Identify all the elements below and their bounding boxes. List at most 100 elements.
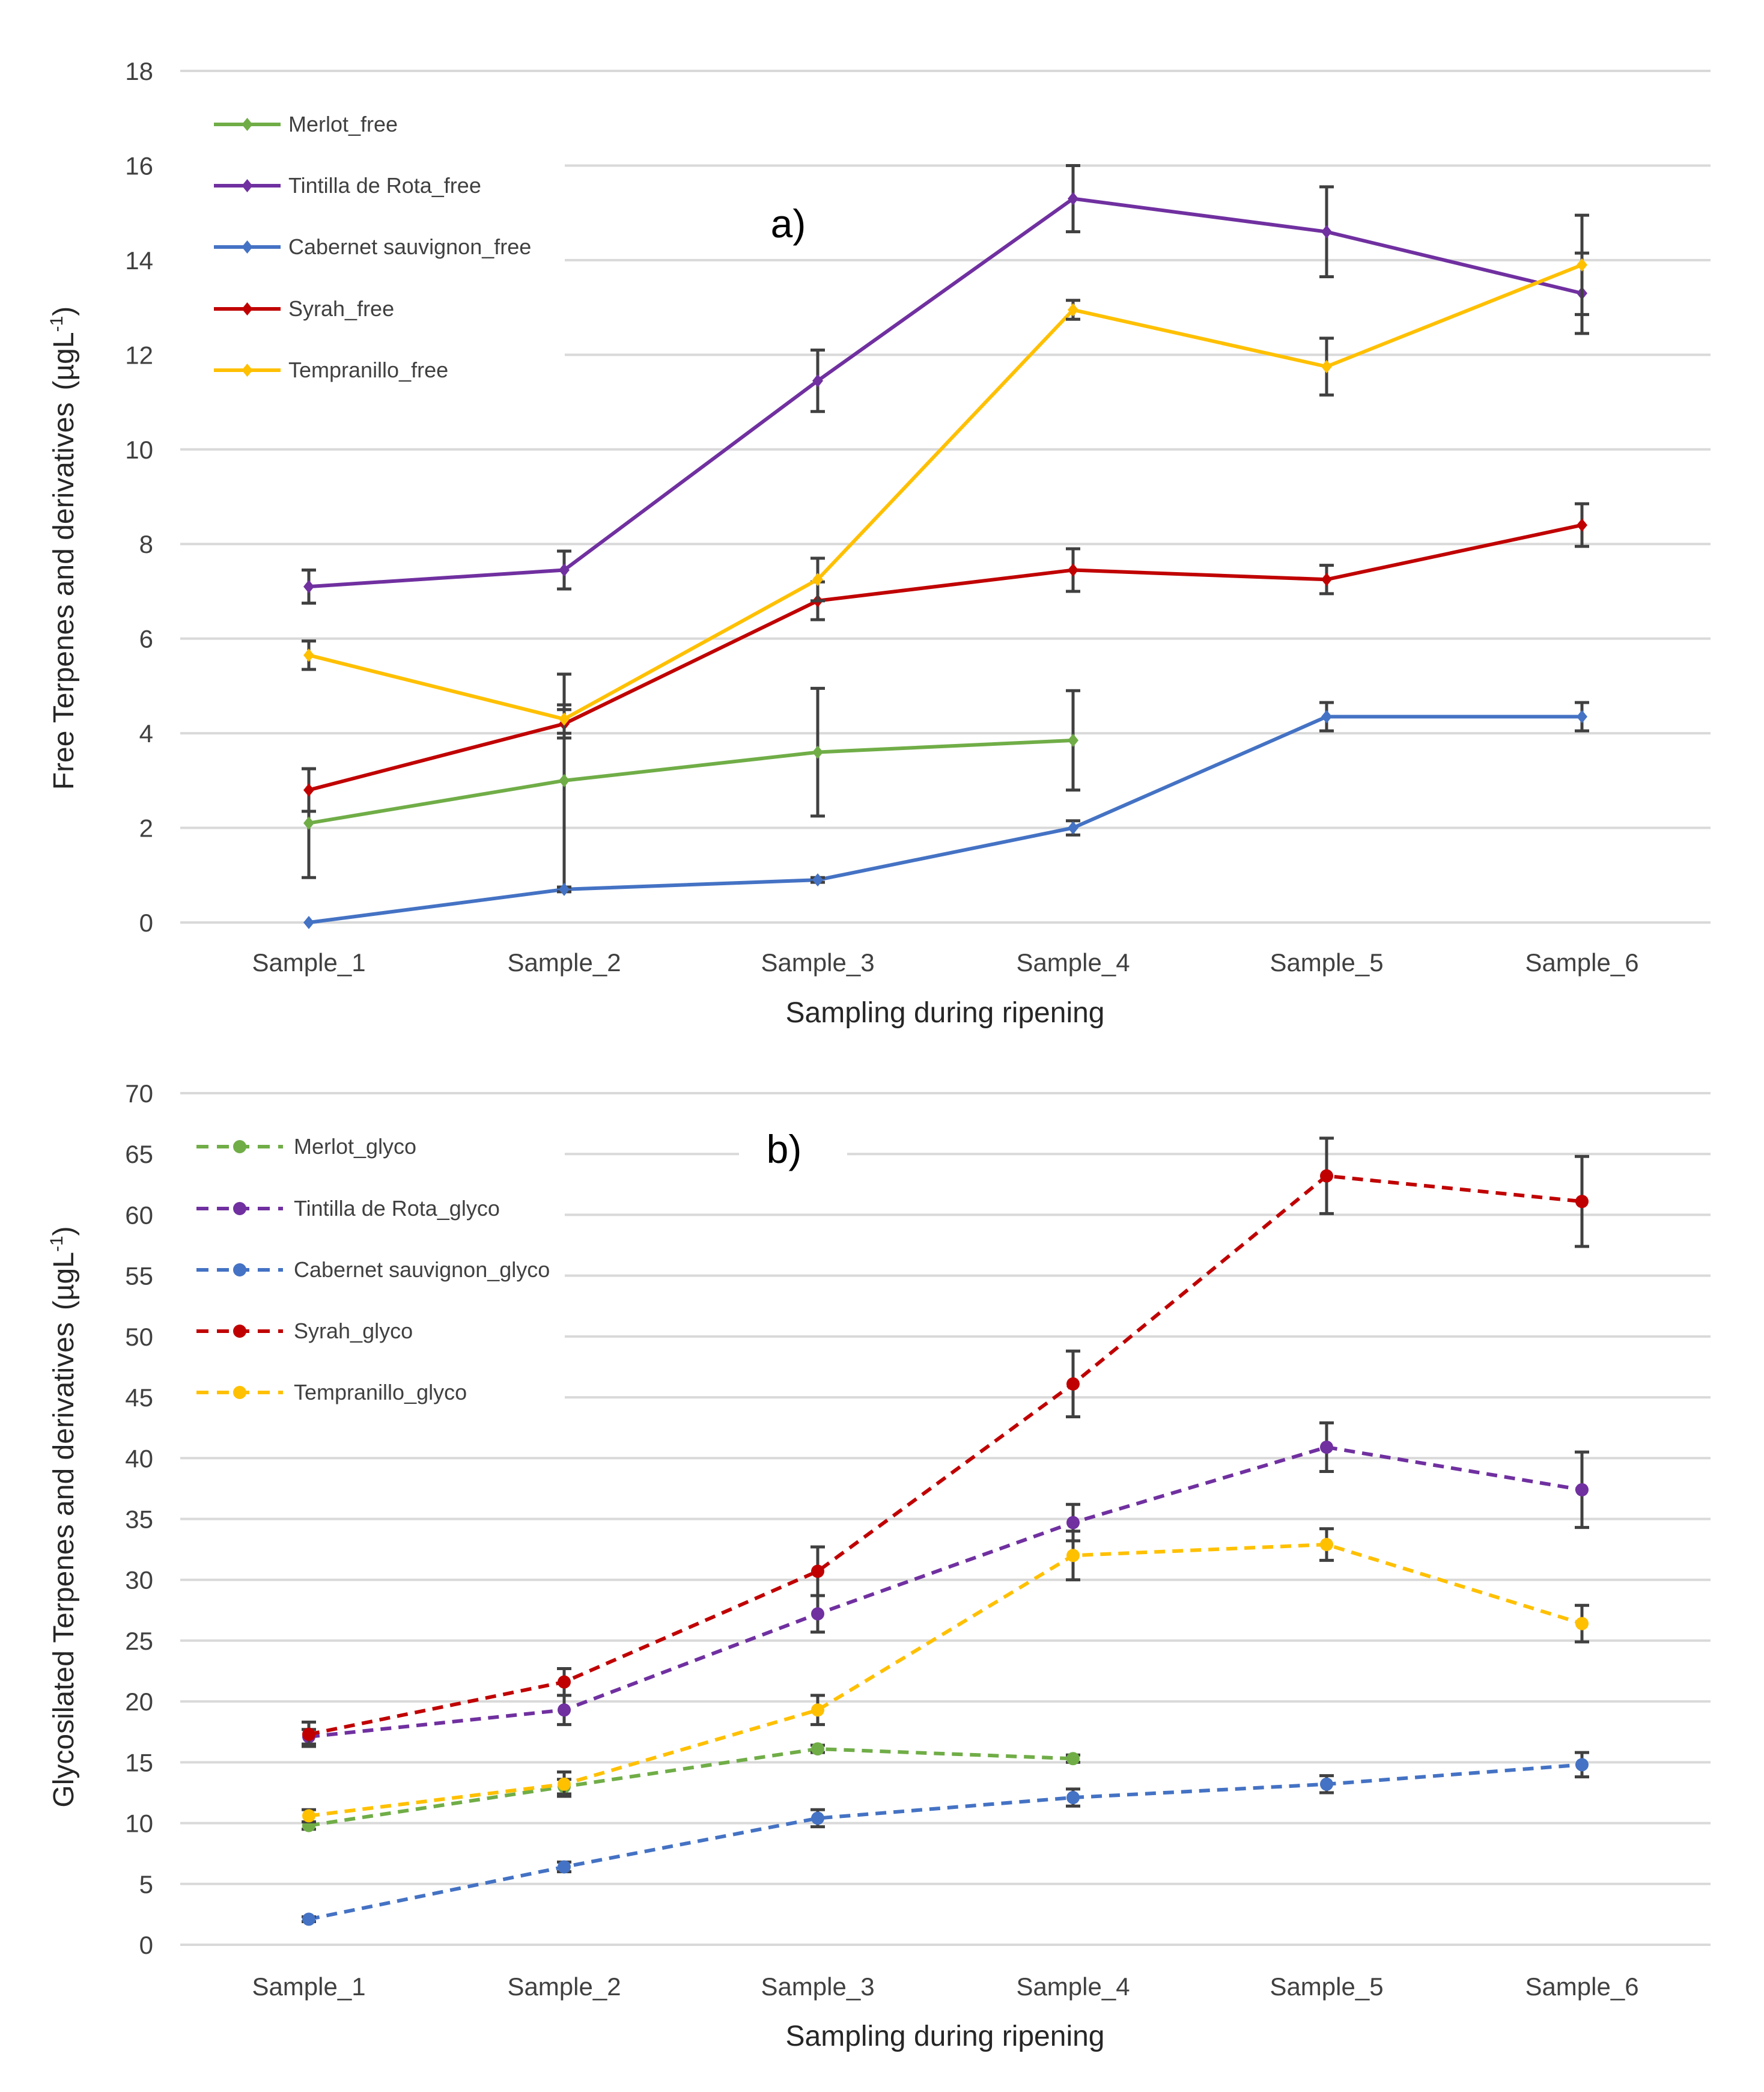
x-tick-label: Sample_4 bbox=[1016, 948, 1130, 977]
data-point bbox=[811, 1607, 824, 1621]
legend-item: Tintilla de Rota_free bbox=[214, 173, 481, 198]
data-point bbox=[559, 882, 570, 896]
panel-label: b) bbox=[767, 1127, 802, 1171]
y-axis-title-unit: (µgL bbox=[48, 332, 80, 390]
data-point bbox=[1066, 1791, 1080, 1805]
data-point bbox=[302, 1912, 315, 1926]
legend-label: Syrah_free bbox=[288, 296, 394, 321]
data-point bbox=[1068, 303, 1078, 317]
data-point bbox=[1575, 1195, 1589, 1209]
legend-marker bbox=[242, 118, 253, 131]
legend-item: Tempranillo_glyco bbox=[196, 1380, 467, 1404]
x-tick-label: Sample_5 bbox=[1270, 948, 1383, 977]
data-point bbox=[812, 374, 823, 388]
data-point bbox=[1068, 821, 1078, 835]
data-point bbox=[1575, 1483, 1589, 1496]
data-point bbox=[1577, 710, 1587, 724]
y-tick-label: 4 bbox=[139, 719, 153, 748]
y-tick-label: 35 bbox=[125, 1505, 153, 1534]
legend-marker bbox=[233, 1386, 246, 1399]
legend-item: Cabernet sauvignon_free bbox=[214, 234, 531, 259]
legend-item: Tintilla de Rota_glyco bbox=[196, 1196, 500, 1221]
series-line bbox=[308, 1747, 1074, 1828]
data-point bbox=[812, 745, 823, 759]
data-point bbox=[1068, 192, 1078, 206]
x-tick-label: Sample_3 bbox=[761, 1972, 874, 2001]
y-tick-label: 18 bbox=[125, 57, 153, 85]
legend-item: Syrah_free bbox=[214, 296, 394, 321]
y-axis-title-text: Free Terpenes and derivatives bbox=[48, 402, 80, 790]
y-tick-label: 12 bbox=[125, 341, 153, 369]
data-point bbox=[559, 712, 570, 726]
legend-label: Tintilla de Rota_glyco bbox=[294, 1196, 500, 1221]
series-line bbox=[308, 715, 1582, 924]
x-tick-label: Sample_3 bbox=[761, 948, 874, 977]
legend-marker bbox=[242, 240, 253, 254]
y-tick-label: 0 bbox=[139, 909, 153, 937]
legend-marker bbox=[233, 1140, 246, 1153]
series-line bbox=[308, 1763, 1583, 1921]
legend-label: Merlot_glyco bbox=[294, 1134, 416, 1159]
series-line bbox=[308, 523, 1583, 792]
x-axis-title: Sampling during ripening bbox=[786, 997, 1105, 1029]
series-line bbox=[308, 1445, 1583, 1739]
y-tick-label: 16 bbox=[125, 151, 153, 180]
legend-label: Tempranillo_glyco bbox=[294, 1380, 467, 1404]
legend-marker bbox=[242, 364, 253, 377]
x-tick-label: Sample_6 bbox=[1525, 1972, 1638, 2001]
data-point bbox=[1320, 1169, 1333, 1183]
panel-label: a) bbox=[771, 201, 806, 246]
panel-label-background bbox=[739, 1121, 847, 1181]
data-point bbox=[558, 1675, 571, 1689]
legend-label: Cabernet sauvignon_free bbox=[288, 234, 531, 259]
series-line bbox=[308, 738, 1074, 825]
data-point bbox=[811, 1703, 824, 1717]
legend-item: Tempranillo_free bbox=[214, 358, 448, 382]
data-point bbox=[1321, 225, 1332, 239]
legend-label: Syrah_glyco bbox=[294, 1319, 413, 1343]
legend-label: Tintilla de Rota_free bbox=[288, 173, 481, 198]
y-tick-label: 8 bbox=[139, 530, 153, 558]
data-point bbox=[1321, 710, 1332, 724]
series-tempranillo_glyco bbox=[302, 1527, 1589, 1824]
data-point bbox=[1320, 1538, 1333, 1552]
data-point bbox=[811, 1742, 824, 1756]
y-tick-label: 25 bbox=[125, 1627, 153, 1655]
legend-item: Merlot_glyco bbox=[196, 1134, 416, 1159]
data-point bbox=[1321, 360, 1332, 374]
data-point bbox=[1066, 1752, 1080, 1766]
series-line bbox=[308, 263, 1583, 721]
data-point bbox=[1577, 258, 1587, 272]
series-merlot_glyco bbox=[302, 1742, 1080, 1832]
series-syrah_free bbox=[302, 502, 1589, 813]
y-tick-label: 5 bbox=[139, 1870, 153, 1898]
y-tick-label: 20 bbox=[125, 1688, 153, 1716]
series-syrah_glyco bbox=[302, 1136, 1589, 1748]
series-tintilla-de-rota_free bbox=[302, 163, 1589, 605]
y-tick-label: 10 bbox=[125, 436, 153, 464]
y-tick-label: 10 bbox=[125, 1810, 153, 1838]
data-point bbox=[302, 1809, 315, 1823]
data-point bbox=[811, 1564, 824, 1578]
data-point bbox=[302, 1727, 315, 1741]
data-point bbox=[303, 783, 314, 797]
data-point bbox=[1577, 518, 1587, 532]
x-tick-label: Sample_4 bbox=[1016, 1972, 1130, 2001]
y-axis-title-sup: -1 bbox=[47, 316, 67, 332]
legend-marker bbox=[242, 302, 253, 316]
y-tick-label: 40 bbox=[125, 1444, 153, 1472]
data-point bbox=[812, 873, 823, 887]
legend-marker bbox=[233, 1202, 246, 1215]
data-point bbox=[303, 816, 314, 830]
y-tick-label: 15 bbox=[125, 1748, 153, 1776]
y-tick-label: 14 bbox=[125, 246, 153, 275]
chart-panel-a: 0 2 4 6 8 10 12 14 16 18 Sample_1 Sample_2 Sample_3 S… bbox=[47, 57, 1711, 1029]
data-point bbox=[558, 1860, 571, 1874]
data-point bbox=[1068, 563, 1078, 577]
y-axis-title-sup: -1 bbox=[47, 1236, 67, 1252]
legend-marker bbox=[233, 1325, 246, 1338]
x-axis-title: Sampling during ripening bbox=[786, 2020, 1105, 2052]
data-point bbox=[303, 580, 314, 594]
y-tick-label: 2 bbox=[139, 814, 153, 843]
